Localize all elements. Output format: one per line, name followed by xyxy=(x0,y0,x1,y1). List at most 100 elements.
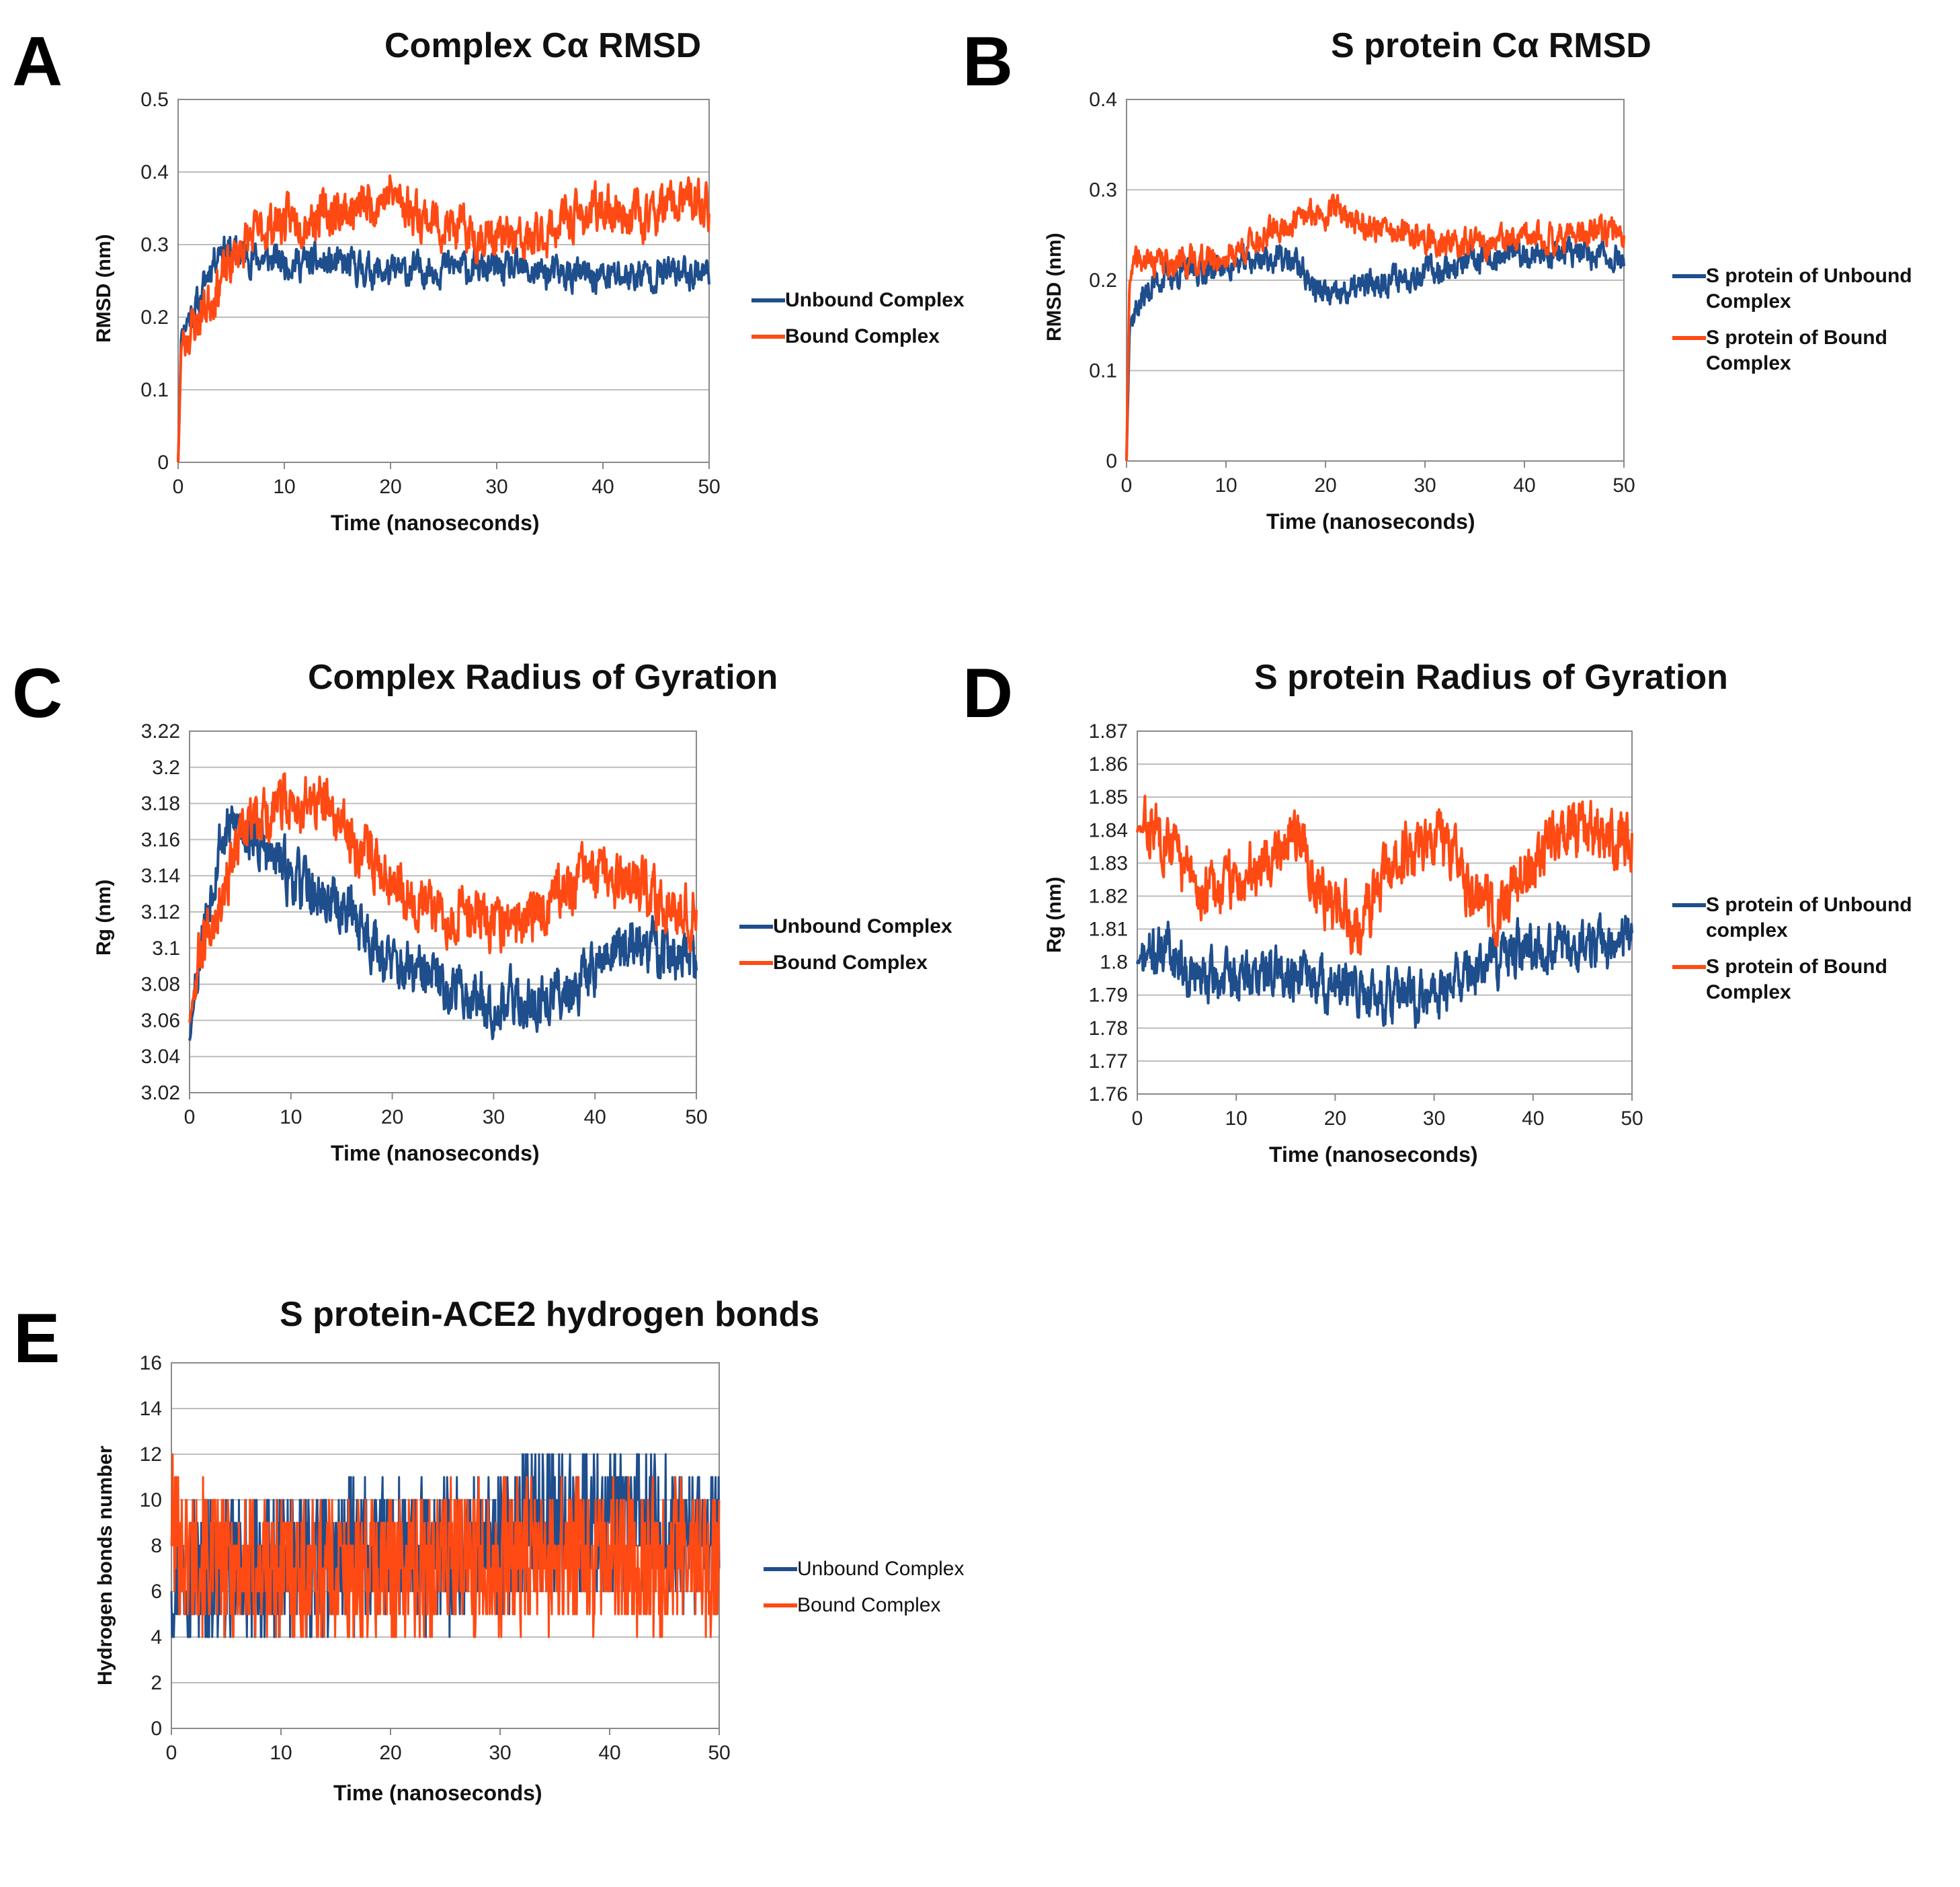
series-line-bound xyxy=(188,772,698,1023)
series-line-unbound xyxy=(188,805,698,1041)
x-tick-label: 0 xyxy=(173,476,184,498)
y-tick-label: 3.16 xyxy=(141,829,180,851)
legend-label: S protein of Bound Complex xyxy=(1706,956,1887,1003)
legend-item-bound: Bound Complex xyxy=(764,1593,964,1618)
y-tick-label: 2 xyxy=(151,1672,162,1694)
y-tick-label: 14 xyxy=(140,1398,162,1420)
y-tick-label: 0.5 xyxy=(140,89,169,111)
chart-title: Complex Radius of Gyration xyxy=(308,658,778,697)
y-tick-label: 3.18 xyxy=(141,793,180,815)
legend-label: Unbound Complex xyxy=(785,289,965,311)
legend-label: S protein of Bound Complex xyxy=(1706,327,1887,374)
x-axis-label: Time (nanoseconds) xyxy=(333,1781,542,1805)
y-tick-label: 1.83 xyxy=(1089,852,1128,874)
legend-swatch-bound xyxy=(739,961,773,965)
legend-swatch-unbound xyxy=(764,1567,797,1571)
y-axis-label: Hydrogen bonds number xyxy=(94,1445,116,1685)
y-tick-label: 0.2 xyxy=(140,306,169,329)
x-tick-label: 50 xyxy=(708,1742,730,1764)
legend-swatch-unbound xyxy=(739,925,773,929)
series-line-unbound xyxy=(1136,912,1633,1029)
legend-item-bound: S protein of Bound Complex xyxy=(1672,954,1928,1005)
panel-c: C Complex Radius of Gyration 3.02 3.04 3.0… xyxy=(0,632,980,1250)
plot-area-frame xyxy=(1126,99,1625,462)
y-tick-label: 1.87 xyxy=(1089,720,1128,743)
panel-letter: E xyxy=(13,1300,60,1378)
x-tick-label: 10 xyxy=(280,1106,302,1128)
x-tick-label: 10 xyxy=(1215,474,1237,497)
x-tick-label: 30 xyxy=(489,1742,511,1764)
y-tick-label: 0.4 xyxy=(140,161,169,183)
legend-item-unbound: Unbound Complex xyxy=(764,1556,964,1582)
x-axis-label: Time (nanoseconds) xyxy=(331,1141,540,1165)
chart-a: 0 0.1 0.2 0.3 0.4 0.5 0 10 20 30 40 50 xyxy=(140,89,720,498)
panel-b: B S protein Cα RMSD 0 0.1 0.2 0.3 0.4 0 10 20 30… xyxy=(958,0,1938,618)
legend-swatch-bound xyxy=(751,335,785,339)
panel-letter: A xyxy=(12,23,63,101)
panel-a: A Complex Cα RMSD 0 0.1 0.2 0.3 0.4 0.5 0 10 20 3… xyxy=(0,0,980,618)
y-tick-label: 0.3 xyxy=(1089,179,1117,202)
chart-title: S protein Cα RMSD xyxy=(1331,26,1651,65)
legend-label: Bound Complex xyxy=(773,952,928,974)
panel-letter: C xyxy=(12,655,63,732)
x-tick-label: 20 xyxy=(379,1742,401,1764)
legend-label: Unbound Complex xyxy=(797,1558,965,1580)
x-tick-label: 30 xyxy=(485,476,507,498)
y-axis-label: Rg (nm) xyxy=(1043,876,1065,953)
chart-c: 3.02 3.04 3.06 3.08 3.1 3.12 3.14 3.16 3.18 3.2 3.… xyxy=(141,720,708,1128)
y-axis-label: RMSD (nm) xyxy=(93,234,115,343)
x-tick-label: 10 xyxy=(273,476,295,498)
legend-label: Bound Complex xyxy=(785,325,940,347)
legend-item-unbound: Unbound Complex xyxy=(739,914,952,939)
x-tick-label: 50 xyxy=(685,1106,707,1128)
legend-item-bound: Bound Complex xyxy=(751,324,965,349)
y-tick-label: 0.3 xyxy=(140,234,169,256)
x-tick-label: 20 xyxy=(1324,1107,1346,1130)
y-tick-label: 1.81 xyxy=(1089,919,1128,941)
y-tick-label: 3.12 xyxy=(141,901,180,923)
y-tick-label: 0.1 xyxy=(140,379,169,401)
series-line-unbound xyxy=(177,235,710,463)
x-tick-label: 50 xyxy=(1612,474,1635,497)
legend-label: Bound Complex xyxy=(797,1594,941,1616)
series-line-bound xyxy=(177,174,710,463)
y-tick-label: 0 xyxy=(151,1718,162,1740)
legend-swatch-bound xyxy=(1672,965,1706,969)
y-tick-label: 3.22 xyxy=(141,720,180,743)
y-tick-label: 0 xyxy=(157,452,169,474)
x-tick-label: 30 xyxy=(483,1106,505,1128)
legend: S protein of Unbound Complex S protein o… xyxy=(1672,263,1928,387)
chart-title: Complex Cα RMSD xyxy=(384,26,702,65)
y-axis-label: RMSD (nm) xyxy=(1043,233,1065,341)
y-tick-label: 1.78 xyxy=(1089,1017,1128,1040)
chart-d: 1.76 1.77 1.78 1.79 1.8 1.81 1.82 1.83 1.84 1.85 1… xyxy=(1089,720,1643,1130)
y-tick-label: 3.2 xyxy=(152,757,180,779)
plot-area-frame xyxy=(1137,730,1633,1095)
x-tick-label: 0 xyxy=(1121,474,1133,497)
x-tick-label: 40 xyxy=(584,1106,606,1128)
y-tick-label: 3.14 xyxy=(141,865,180,887)
series-line-bound xyxy=(170,1453,721,1638)
x-tick-label: 30 xyxy=(1423,1107,1445,1130)
chart-title: S protein-ACE2 hydrogen bonds xyxy=(280,1295,820,1334)
legend-swatch-bound xyxy=(1672,336,1706,340)
x-tick-label: 0 xyxy=(1132,1107,1143,1130)
y-tick-label: 3.06 xyxy=(141,1009,180,1032)
x-axis-label: Time (nanoseconds) xyxy=(1269,1142,1478,1167)
x-tick-label: 40 xyxy=(598,1742,620,1764)
y-tick-label: 1.77 xyxy=(1089,1050,1128,1073)
y-tick-label: 4 xyxy=(151,1626,162,1648)
x-tick-label: 40 xyxy=(1522,1107,1544,1130)
x-tick-label: 40 xyxy=(591,476,614,498)
y-tick-label: 3.08 xyxy=(141,974,180,996)
y-tick-label: 0.1 xyxy=(1089,360,1117,382)
legend-label: Unbound Complex xyxy=(773,915,952,937)
chart-title: S protein Radius of Gyration xyxy=(1254,658,1728,697)
panel-e: E S protein-ACE2 hydrogen bonds 0 2 4 6 8 10 1… xyxy=(0,1269,980,1887)
y-tick-label: 1.84 xyxy=(1089,819,1128,841)
legend-item-bound: S protein of Bound Complex xyxy=(1672,325,1928,376)
legend-swatch-unbound xyxy=(751,298,785,302)
panel-letter: B xyxy=(963,23,1014,101)
y-tick-label: 3.1 xyxy=(152,937,180,960)
y-tick-label: 0.4 xyxy=(1089,89,1117,111)
